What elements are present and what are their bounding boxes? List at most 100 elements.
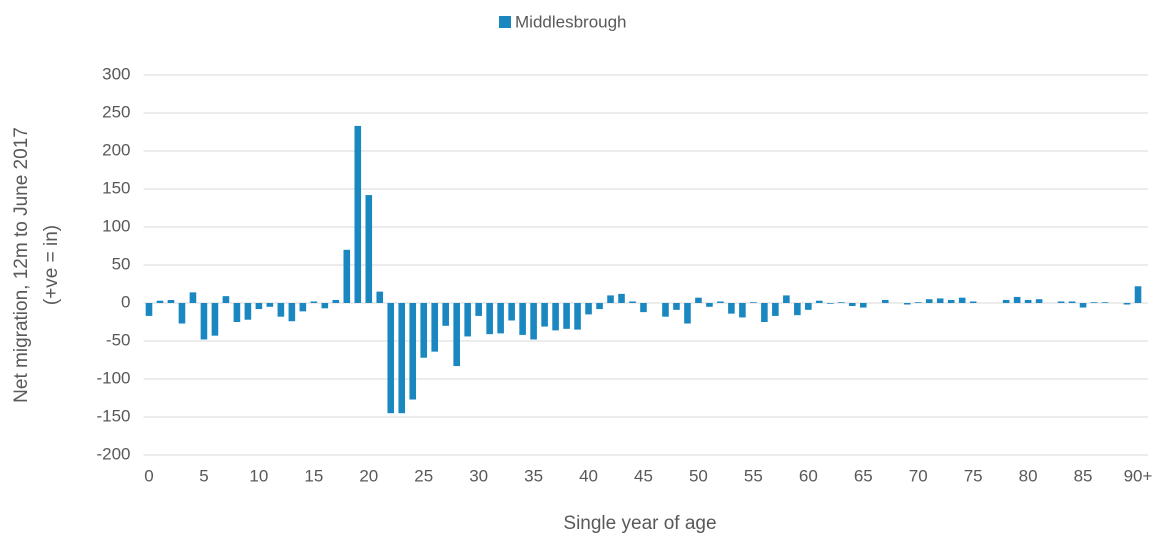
bar	[629, 301, 636, 303]
y-tick-label: -150	[96, 406, 130, 425]
x-tick-label: 75	[964, 466, 983, 485]
bar	[640, 303, 647, 313]
bar	[816, 300, 823, 303]
bar	[343, 249, 351, 303]
bar	[200, 303, 208, 340]
bar	[398, 303, 406, 414]
bar	[233, 303, 241, 322]
bar	[453, 303, 460, 367]
bar	[772, 303, 779, 316]
bar	[1079, 303, 1087, 308]
bar	[903, 303, 911, 305]
bar	[530, 303, 537, 340]
bar	[947, 299, 955, 303]
bar	[475, 303, 482, 316]
bar	[728, 303, 735, 314]
bar	[464, 303, 471, 337]
x-tick-label: 40	[579, 466, 598, 485]
bar	[607, 295, 614, 303]
bar	[958, 297, 966, 303]
bar	[387, 303, 395, 414]
bar	[266, 303, 274, 307]
bar	[156, 300, 164, 303]
y-tick-label: -50	[106, 330, 131, 349]
bar	[1035, 299, 1043, 303]
bar	[585, 303, 592, 315]
bar	[859, 303, 867, 308]
x-tick-label: 5	[199, 466, 208, 485]
legend-swatch	[499, 16, 511, 28]
x-tick-label: 45	[634, 466, 653, 485]
bar	[574, 303, 581, 330]
x-axis-label: Single year of age	[563, 513, 716, 534]
bar	[1057, 301, 1065, 303]
bar	[167, 299, 175, 303]
x-tick-label: 20	[359, 466, 378, 485]
bar	[794, 303, 801, 316]
bar	[277, 303, 285, 317]
y-tick-label: -200	[96, 444, 130, 463]
bar	[1013, 296, 1021, 303]
bar	[222, 296, 230, 303]
bar	[750, 302, 757, 303]
bar	[541, 303, 548, 327]
x-tick-label: 65	[854, 466, 873, 485]
bar	[299, 303, 307, 312]
bar	[914, 302, 922, 303]
bar	[717, 301, 724, 303]
y-axis-label-line: (+ve = in)	[41, 225, 62, 305]
bar	[761, 303, 768, 322]
bar	[706, 303, 713, 307]
bar	[618, 293, 625, 303]
x-tick-label: 80	[1019, 466, 1038, 485]
bar	[178, 303, 186, 324]
y-tick-label: 200	[102, 140, 130, 159]
bar	[255, 303, 263, 310]
x-tick-label: 70	[909, 466, 928, 485]
bar	[805, 303, 812, 310]
bar	[189, 292, 197, 303]
bar	[288, 303, 296, 322]
bar	[838, 302, 845, 303]
y-tick-label: 0	[121, 292, 130, 311]
x-tick-label: 10	[249, 466, 268, 485]
bar	[936, 298, 944, 303]
bar	[519, 303, 526, 335]
x-tick-label: 15	[304, 466, 323, 485]
y-tick-label: 300	[102, 64, 130, 83]
x-tick-label: 60	[799, 466, 818, 485]
bar	[431, 303, 439, 352]
x-tick-label: 90+	[1124, 466, 1153, 485]
bar	[783, 295, 790, 303]
bar	[1002, 299, 1010, 303]
bar	[1090, 302, 1098, 303]
bar	[497, 303, 504, 334]
bar	[145, 303, 153, 316]
x-tick-label: 85	[1074, 466, 1093, 485]
x-tick-label: 0	[144, 466, 153, 485]
bar	[695, 297, 702, 303]
bar	[1101, 302, 1109, 303]
bar	[1024, 299, 1032, 303]
bar	[739, 303, 746, 318]
y-tick-label: 100	[102, 216, 130, 235]
bar	[442, 303, 449, 326]
bar	[244, 303, 252, 320]
bar	[332, 299, 340, 303]
bar	[684, 303, 691, 324]
bar	[1134, 286, 1142, 303]
bar	[673, 303, 680, 310]
bar	[211, 303, 219, 336]
bar	[563, 303, 570, 329]
y-axis-label: Net migration, 12m to June 2017 (+ve = i…	[11, 127, 62, 403]
x-tick-label: 35	[524, 466, 543, 485]
bar	[1123, 303, 1131, 305]
x-tick-label: 25	[414, 466, 433, 485]
legend-label: Middlesbrough	[515, 12, 627, 31]
bar	[1068, 301, 1076, 303]
bar	[508, 303, 515, 321]
bar	[310, 301, 318, 303]
bar	[881, 299, 889, 303]
y-tick-label: 150	[102, 178, 130, 197]
x-tick-label: 50	[689, 466, 708, 485]
